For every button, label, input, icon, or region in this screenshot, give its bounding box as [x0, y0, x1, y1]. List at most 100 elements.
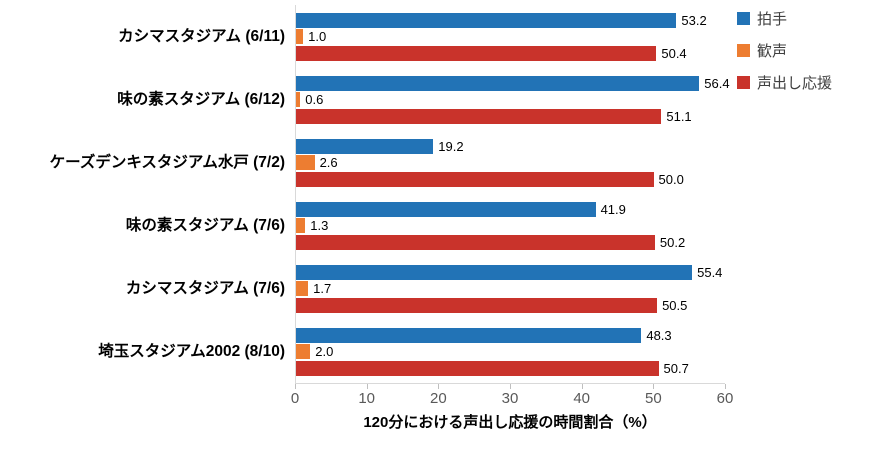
bar-line: 0.6	[296, 92, 725, 107]
bar-value-label: 50.4	[661, 45, 687, 61]
legend: 拍手 歓声 声出し応援	[737, 8, 832, 93]
bar-series-0	[296, 201, 596, 217]
bar-group: 19.2 2.6 50.0	[295, 131, 725, 194]
category-label: 味の素スタジアム (6/12)	[117, 90, 285, 108]
bar-value-label: 50.2	[659, 234, 686, 250]
bar-group: 56.4 0.6 51.1	[295, 68, 730, 131]
bar-line: 53.2	[296, 12, 725, 28]
bar-series-0	[296, 138, 434, 154]
bar-value-label: 50.7	[663, 360, 689, 376]
x-tick-label: 30	[501, 390, 519, 407]
bar-line: 41.9	[296, 201, 725, 217]
bar-series-1	[296, 92, 301, 107]
chart-row: カシマスタジアム (6/11) 53.2 1.0 50.4	[0, 5, 870, 68]
bar-line: 50.5	[296, 297, 725, 313]
x-tick	[725, 384, 726, 389]
x-tick-label: 60	[716, 390, 734, 407]
bar-series-0	[296, 264, 693, 280]
bar-line: 56.4	[296, 75, 730, 91]
bar-group: 55.4 1.7 50.5	[295, 257, 725, 320]
axis-spacer	[0, 383, 295, 409]
legend-label: 歓声	[757, 43, 788, 60]
bar-group: 41.9 1.3 50.2	[295, 194, 725, 257]
x-axis-label: 120分における声出し応援の時間割合（%）	[363, 414, 657, 431]
x-axis-area: 0 10 20 30 40 50 60	[291, 383, 733, 409]
category-label: 埼玉スタジアム2002 (8/10)	[98, 342, 285, 360]
bar-value-label: 19.2	[438, 138, 464, 154]
bar-series-1	[296, 155, 315, 170]
bar-series-1	[296, 29, 304, 44]
legend-item-2: 声出し応援	[737, 72, 832, 93]
x-tick-label: 50	[644, 390, 662, 407]
bar-value-label: 1.0	[308, 29, 327, 44]
x-tick-label: 40	[573, 390, 590, 407]
bar-group: 48.3 2.0 50.7	[295, 320, 725, 383]
bar-line: 50.2	[296, 234, 725, 250]
bar-line: 1.0	[296, 29, 725, 44]
bar-line: 1.3	[296, 218, 725, 233]
x-tick	[510, 384, 511, 389]
bar-value-label: 55.4	[697, 264, 723, 280]
bar-line: 55.4	[296, 264, 725, 280]
chart-rows: カシマスタジアム (6/11) 53.2 1.0 50.4 味の素スタジアム (6/12…	[0, 5, 870, 383]
bar-series-1	[296, 344, 311, 359]
bar-line: 50.0	[296, 171, 725, 187]
bar-series-2	[296, 297, 658, 313]
bar-series-1	[296, 218, 306, 233]
category-label: ケーズデンキスタジアム水戸 (7/2)	[49, 153, 285, 171]
legend-label: 拍手	[757, 11, 788, 28]
x-tick-label: 20	[429, 390, 447, 407]
bar-value-label: 56.4	[704, 75, 730, 91]
chart-row: ケーズデンキスタジアム水戸 (7/2) 19.2 2.6 50.0	[0, 131, 870, 194]
bar-line: 48.3	[296, 327, 725, 343]
chart-row: 味の素スタジアム (6/12) 56.4 0.6 51.1	[0, 68, 870, 131]
bar-value-label: 48.3	[646, 327, 672, 343]
bar-series-2	[296, 45, 657, 61]
bar-group: 53.2 1.0 50.4	[295, 5, 725, 68]
x-axis: 0 10 20 30 40 50 60	[0, 383, 870, 409]
legend-swatch	[737, 44, 750, 57]
category-label: カシマスタジアム (6/11)	[118, 27, 285, 45]
x-tick	[581, 384, 583, 389]
bar-value-label: 2.6	[319, 155, 338, 170]
bar-value-label: 41.9	[600, 201, 626, 217]
category-label: カシマスタジアム (7/6)	[125, 279, 285, 297]
legend-swatch	[737, 12, 750, 25]
bar-series-2	[296, 171, 654, 187]
bar-series-2	[296, 360, 659, 376]
bar-value-label: 51.1	[666, 108, 692, 124]
x-tick	[438, 384, 440, 389]
bar-series-1	[296, 281, 309, 296]
bar-series-2	[296, 108, 662, 124]
x-tick	[653, 384, 655, 389]
bar-value-label: 1.7	[313, 281, 332, 296]
x-tick	[295, 384, 296, 389]
bar-value-label: 50.0	[658, 171, 684, 187]
bar-series-2	[296, 234, 655, 250]
legend-item-0: 拍手	[737, 8, 832, 29]
bar-series-0	[296, 327, 642, 343]
bar-series-0	[296, 75, 700, 91]
legend-item-1: 歓声	[737, 40, 832, 61]
x-tick-label: 10	[358, 390, 375, 407]
legend-swatch	[737, 76, 750, 89]
bar-line: 19.2	[296, 138, 725, 154]
bar-line: 1.7	[296, 281, 725, 296]
chart-row: カシマスタジアム (7/6) 55.4 1.7 50.5	[0, 257, 870, 320]
bar-line: 2.0	[296, 344, 725, 359]
bar-value-label: 0.6	[305, 92, 324, 107]
bar-value-label: 50.5	[662, 297, 688, 313]
bar-value-label: 53.2	[681, 12, 707, 28]
bar-line: 50.7	[296, 360, 725, 376]
bar-line: 50.4	[296, 45, 725, 61]
bar-value-label: 1.3	[310, 218, 329, 233]
chart-row: 埼玉スタジアム2002 (8/10) 48.3 2.0 50.7	[0, 320, 870, 383]
bar-value-label: 2.0	[315, 344, 334, 359]
x-axis-label-row: 120分における声出し応援の時間割合（%）	[295, 409, 725, 432]
bar-line: 2.6	[296, 155, 725, 170]
legend-label: 声出し応援	[757, 75, 833, 92]
category-label: 味の素スタジアム (7/6)	[125, 216, 285, 234]
bar-series-0	[296, 12, 677, 28]
x-tick-label: 0	[290, 390, 300, 407]
